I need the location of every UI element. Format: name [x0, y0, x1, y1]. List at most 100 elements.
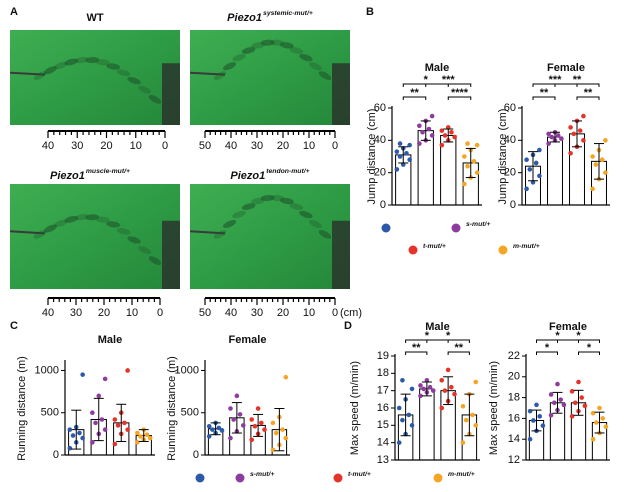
- y-tick-label: 17: [377, 385, 389, 397]
- data-point: [122, 420, 127, 426]
- data-point: [548, 392, 554, 397]
- data-point: [573, 400, 578, 406]
- error-bar: [528, 151, 538, 182]
- ruler-label: 20: [100, 140, 112, 152]
- sig-bracket: [554, 83, 600, 87]
- ruler-label: 40: [42, 140, 54, 152]
- sig-label: **: [584, 87, 593, 99]
- data-point: [99, 417, 105, 422]
- lizard-trace: [74, 214, 89, 221]
- legend-marker: [498, 245, 508, 255]
- data-point: [429, 113, 435, 119]
- data-point: [546, 131, 551, 137]
- data-point: [80, 435, 85, 441]
- data-point: [471, 159, 477, 164]
- y-axis-label: Max speed (m/min): [488, 361, 500, 455]
- label-sup: t-mut/+: [348, 471, 371, 478]
- data-point: [273, 430, 279, 436]
- sig-label: *: [545, 342, 550, 354]
- chart-title: Female: [549, 321, 587, 333]
- data-point: [397, 141, 403, 146]
- data-point: [540, 423, 546, 428]
- sig-label: ***: [549, 74, 563, 86]
- error-bar: [573, 389, 584, 416]
- data-point: [206, 434, 212, 439]
- lizard-trace: [127, 77, 141, 85]
- photo: [10, 30, 180, 125]
- data-point: [270, 447, 276, 453]
- data-point: [283, 374, 289, 380]
- lizard-trace: [85, 57, 100, 64]
- data-point: [70, 433, 76, 438]
- lizard-trace: [241, 203, 256, 210]
- error-bar: [572, 120, 582, 148]
- sig-bracket: [536, 351, 558, 355]
- ruler-label: 50: [199, 307, 211, 319]
- data-point: [534, 402, 539, 408]
- y-axis-label: Running distance (m): [16, 356, 28, 461]
- ruler-label: 20: [98, 307, 110, 319]
- label-sup: muscle-mut/+: [86, 168, 130, 175]
- data-point: [394, 167, 400, 172]
- data-point: [590, 410, 596, 416]
- data-point: [473, 423, 479, 428]
- lizard-trace: [116, 69, 131, 77]
- photo-shadow: [332, 220, 350, 289]
- error-bar: [71, 409, 82, 450]
- error-bar: [210, 422, 221, 436]
- data-point: [138, 434, 143, 439]
- y-tick-label: 14: [508, 433, 520, 445]
- data-point: [569, 389, 575, 394]
- y-tick-label: 13: [377, 454, 389, 466]
- data-point: [93, 420, 98, 426]
- data-point: [546, 141, 551, 146]
- y-tick-label: 15: [377, 419, 389, 431]
- label-name: Piezo1: [50, 170, 85, 182]
- lizard-trace: [33, 71, 47, 80]
- data-point: [462, 154, 467, 159]
- data-point: [394, 149, 400, 154]
- data-point: [409, 423, 415, 428]
- data-point: [407, 157, 412, 163]
- data-point: [537, 147, 542, 153]
- ruler-label: 30: [71, 140, 83, 152]
- data-point: [576, 379, 581, 385]
- y-tick-label: 40: [504, 134, 516, 146]
- sig-label: *: [425, 330, 430, 342]
- lizard-trace: [64, 58, 79, 66]
- data-point: [439, 128, 445, 133]
- data-point: [396, 405, 402, 411]
- photo-rod: [189, 230, 226, 235]
- sig-bracket: [532, 96, 556, 100]
- label-sup: systemic-mut/+: [263, 10, 313, 17]
- data-point: [474, 170, 480, 175]
- label-sup: s-mut/+: [466, 221, 490, 228]
- data-point: [424, 377, 430, 383]
- error-bar: [420, 120, 431, 141]
- y-tick-label: 500: [41, 407, 59, 419]
- y-tick-label: 18: [377, 367, 389, 379]
- data-point: [561, 402, 567, 408]
- data-point: [80, 372, 85, 377]
- data-point: [397, 154, 403, 159]
- data-point: [552, 400, 557, 406]
- data-point: [577, 128, 583, 133]
- error-bar: [421, 381, 432, 397]
- y-tick-label: 12: [508, 454, 520, 466]
- data-point: [582, 403, 588, 409]
- data-point: [283, 435, 289, 441]
- data-point: [240, 423, 246, 428]
- data-point: [569, 414, 575, 419]
- data-point: [571, 131, 577, 137]
- data-point: [599, 157, 605, 163]
- label-sup: s-mut/+: [250, 471, 274, 478]
- data-point: [234, 393, 240, 399]
- legend-marker: [195, 473, 205, 483]
- label-name: Piezo1: [230, 170, 265, 182]
- data-point: [112, 441, 118, 447]
- data-point: [409, 386, 415, 392]
- sig-bracket: [425, 83, 472, 87]
- data-point: [77, 430, 82, 436]
- legend-marker: [235, 473, 245, 483]
